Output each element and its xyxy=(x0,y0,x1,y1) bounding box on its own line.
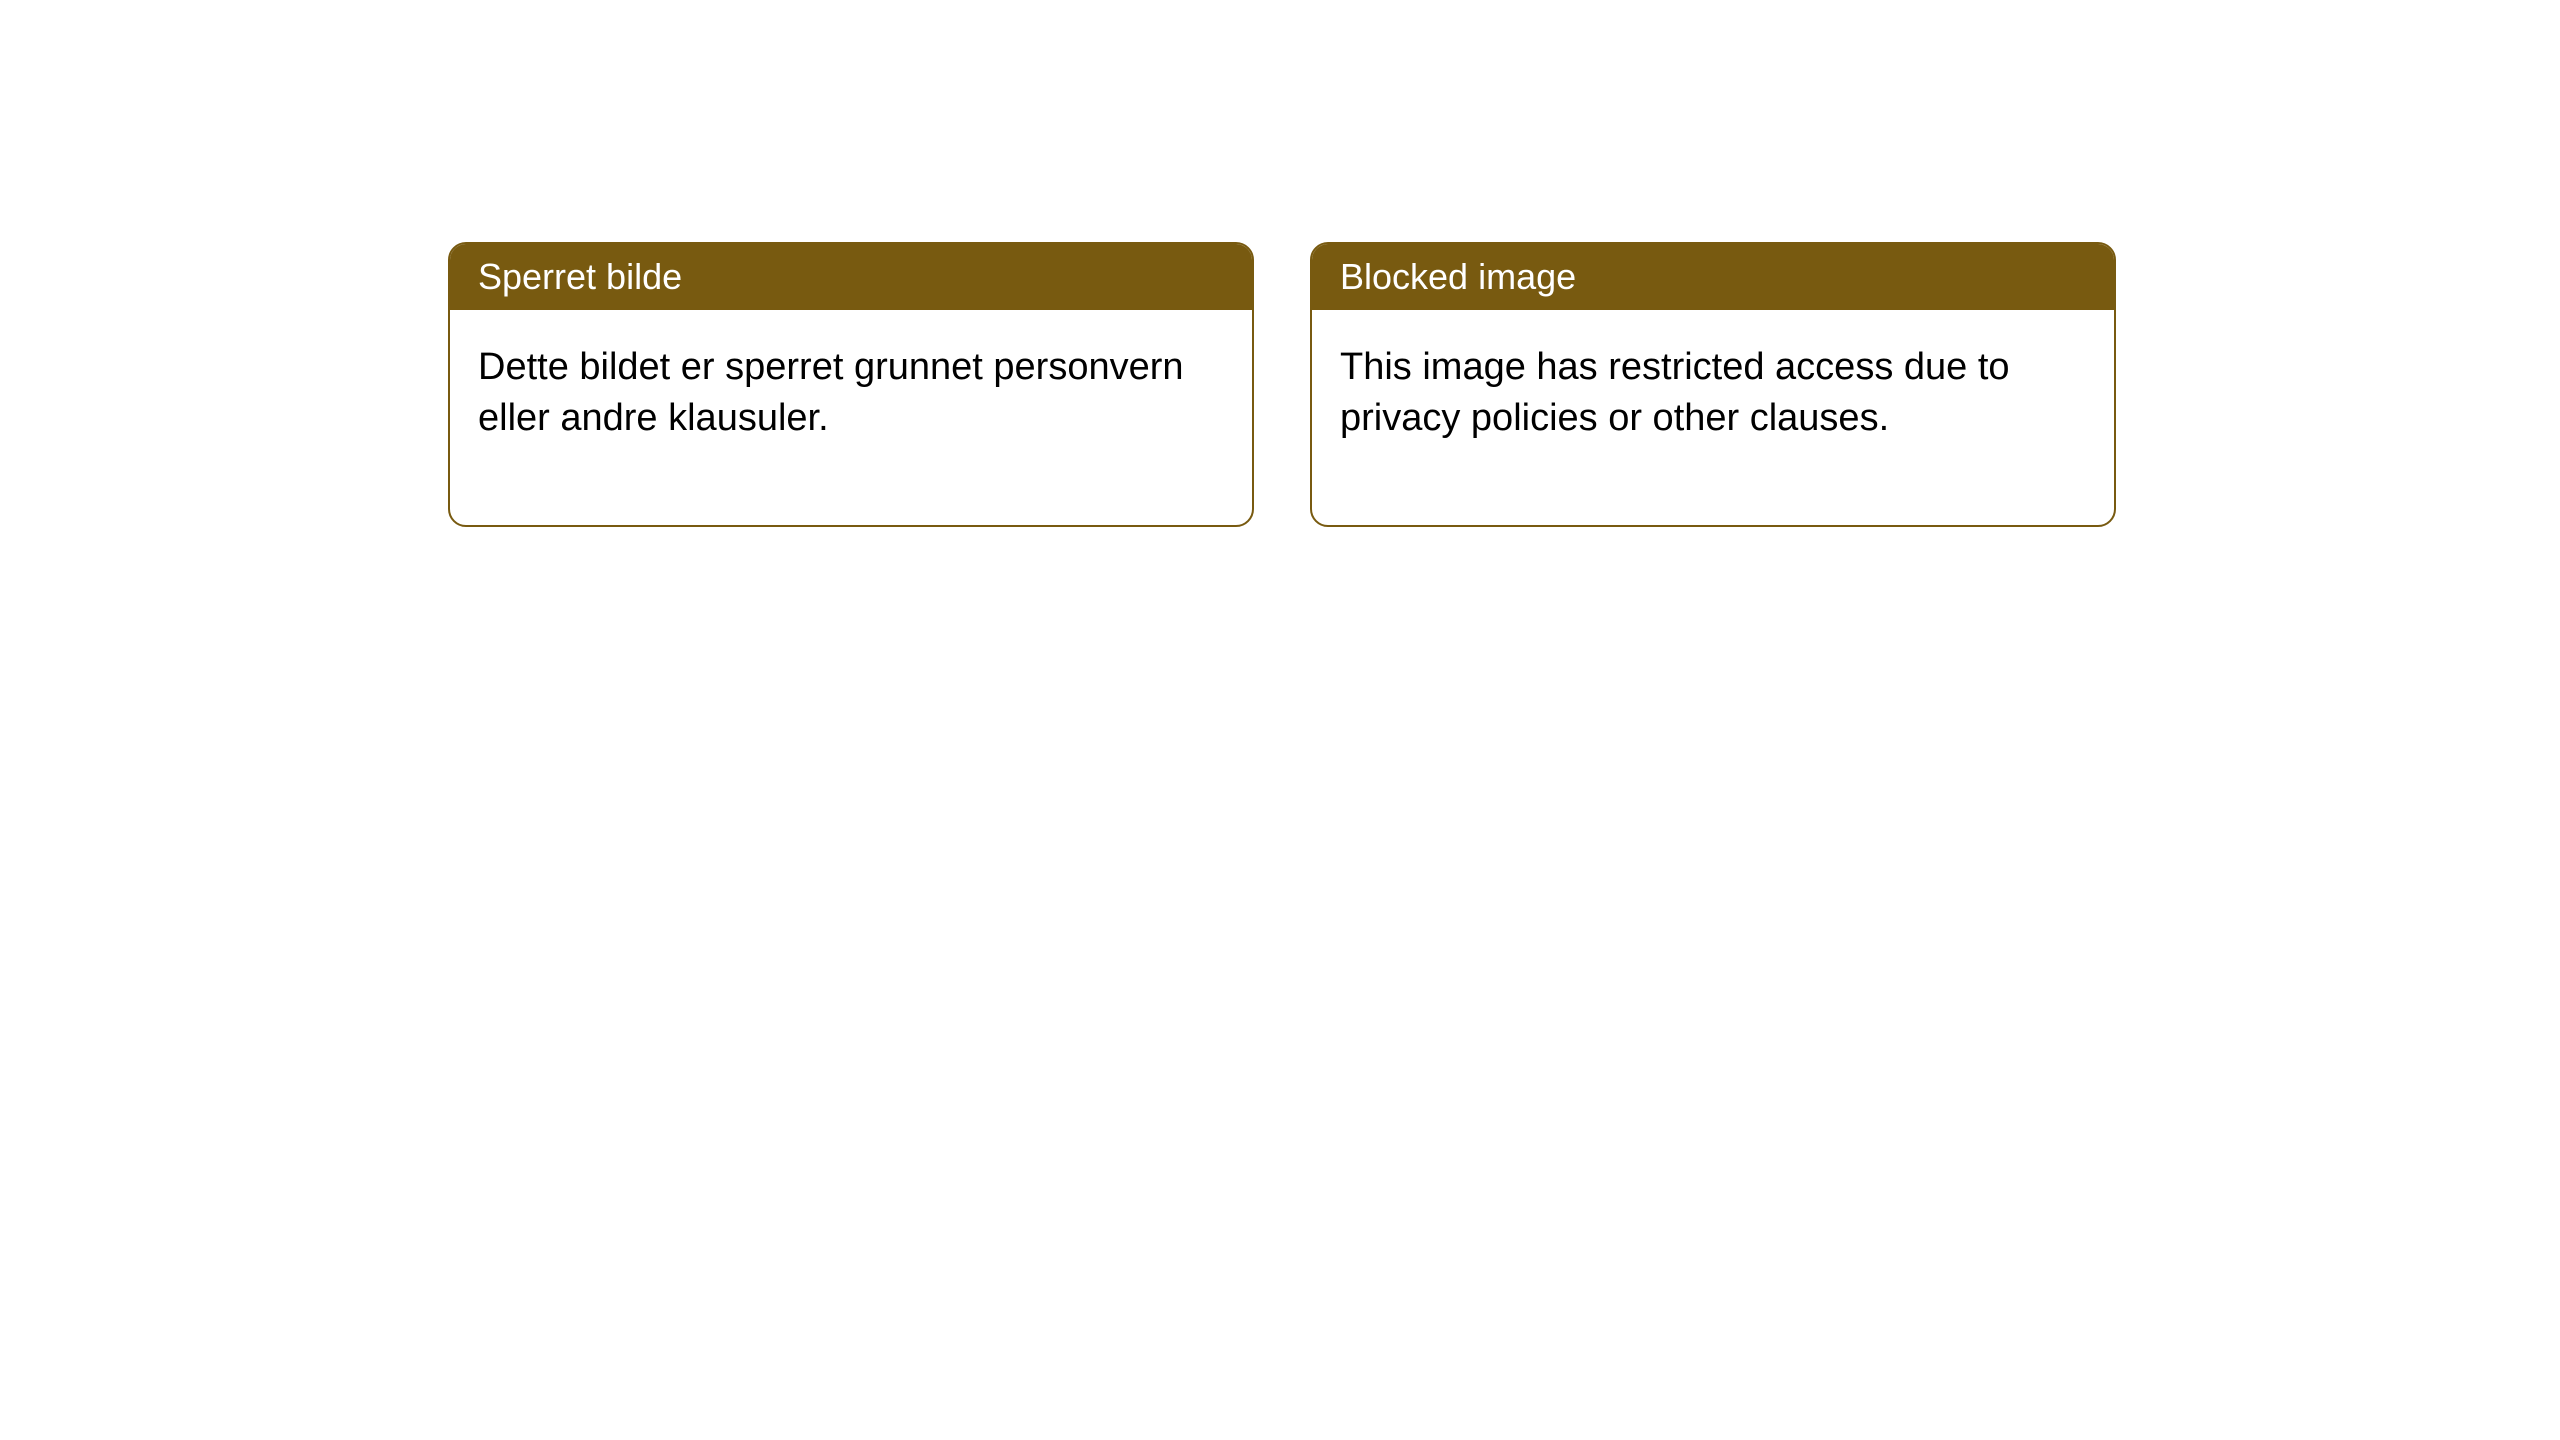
card-header: Sperret bilde xyxy=(450,244,1252,310)
card-body: This image has restricted access due to … xyxy=(1312,310,2114,525)
blocked-image-card-no: Sperret bilde Dette bildet er sperret gr… xyxy=(448,242,1254,527)
card-header: Blocked image xyxy=(1312,244,2114,310)
notice-container: Sperret bilde Dette bildet er sperret gr… xyxy=(0,0,2560,527)
card-body: Dette bildet er sperret grunnet personve… xyxy=(450,310,1252,525)
card-body-text: Dette bildet er sperret grunnet personve… xyxy=(478,346,1184,439)
card-body-text: This image has restricted access due to … xyxy=(1340,346,2010,439)
blocked-image-card-en: Blocked image This image has restricted … xyxy=(1310,242,2116,527)
card-title: Sperret bilde xyxy=(478,256,682,297)
card-title: Blocked image xyxy=(1340,256,1576,297)
